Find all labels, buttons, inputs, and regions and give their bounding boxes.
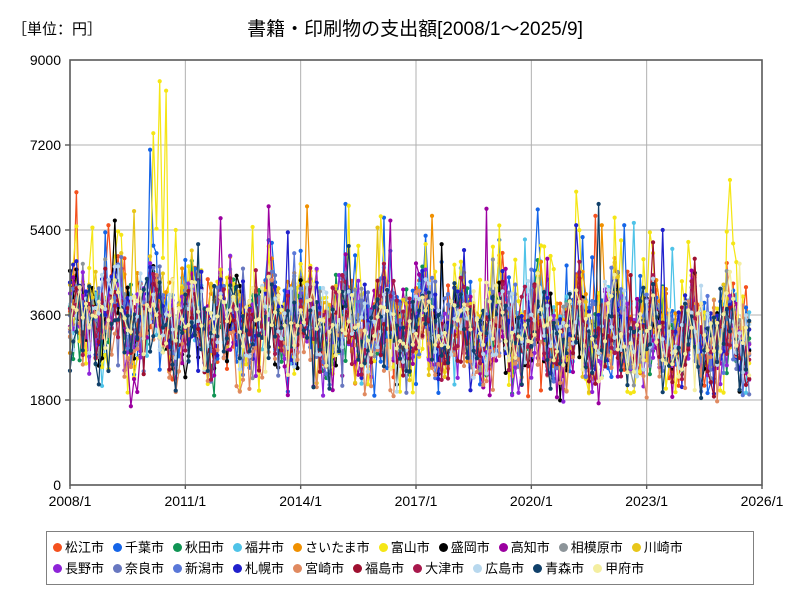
legend-marker-icon <box>113 543 123 552</box>
legend-marker-icon <box>113 564 123 573</box>
x-tick-label: 2011/1 <box>164 493 206 509</box>
legend-item-広島市[interactable]: 広島市 <box>473 562 524 575</box>
y-tick-label: 3600 <box>30 307 61 323</box>
data-series-group <box>67 79 752 409</box>
legend-marker-icon <box>53 564 62 573</box>
legend-item-秋田市[interactable]: 秋田市 <box>173 541 224 554</box>
unit-label: ［単位：円］ <box>12 21 103 38</box>
x-tick-label: 2023/1 <box>625 493 668 509</box>
chart-title: 書籍・印刷物の支出額[2008/1〜2025/9] <box>247 19 583 40</box>
legend-item-奈良市[interactable]: 奈良市 <box>113 562 164 575</box>
legend-item-青森市[interactable]: 青森市 <box>533 562 584 575</box>
legend-marker-icon <box>498 543 508 552</box>
legend-label: 甲府市 <box>605 561 645 576</box>
legend-label: 広島市 <box>485 561 525 576</box>
legend-label: 秋田市 <box>185 540 225 555</box>
legend-item-盛岡市[interactable]: 盛岡市 <box>438 540 490 555</box>
series-甲府市 <box>67 261 752 393</box>
y-tick-label: 0 <box>53 477 61 493</box>
legend-marker-icon <box>631 543 641 552</box>
legend-label: 長野市 <box>65 561 105 576</box>
legend-marker-icon <box>173 564 183 573</box>
legend-item-高知市[interactable]: 高知市 <box>498 540 550 555</box>
legend-marker-icon <box>233 543 243 552</box>
x-tick-label: 2008/1 <box>49 493 92 509</box>
legend-item-大津市[interactable]: 大津市 <box>413 562 464 575</box>
legend-label: さいたま市 <box>305 540 370 555</box>
legend-marker-icon <box>293 543 303 552</box>
legend-marker-icon <box>438 543 448 552</box>
legend-marker-icon <box>353 564 363 573</box>
chart-legend: 松江市 千葉市 秋田市 福井市 さいたま市 富山市 盛岡市 高知市 相模原市 川崎市長野市 奈良市 新… <box>46 531 754 585</box>
legend-label: 松江市 <box>65 540 105 555</box>
x-tick-label: 2026/1 <box>741 493 784 509</box>
legend-item-福井市[interactable]: 福井市 <box>233 541 284 554</box>
legend-label: 千葉市 <box>125 540 165 555</box>
legend-item-長野市[interactable]: 長野市 <box>53 562 104 575</box>
legend-item-新潟市[interactable]: 新潟市 <box>173 562 224 575</box>
y-axis: 0 1800 3600 5400 7200 9000 <box>30 52 70 493</box>
y-tick-label: 5400 <box>30 222 61 238</box>
legend-item-宮崎市[interactable]: 宮崎市 <box>293 562 344 575</box>
legend-label: 新潟市 <box>185 561 225 576</box>
legend-label: 福井市 <box>245 540 285 555</box>
legend-item-千葉市[interactable]: 千葉市 <box>113 541 164 554</box>
legend-label: 相模原市 <box>570 540 623 555</box>
legend-marker-icon <box>53 543 62 552</box>
legend-label: 盛岡市 <box>450 540 490 555</box>
legend-marker-icon <box>378 543 388 552</box>
legend-row: 長野市 奈良市 新潟市 札幌市 宮崎市 福島市 大津市 広島市 青森市 甲府市 <box>53 558 747 579</box>
legend-label: 川崎市 <box>643 540 683 555</box>
legend-row: 松江市 千葉市 秋田市 福井市 さいたま市 富山市 盛岡市 高知市 相模原市 川崎市 <box>53 537 747 558</box>
legend-item-さいたま市[interactable]: さいたま市 <box>293 541 370 554</box>
legend-item-札幌市[interactable]: 札幌市 <box>233 562 284 575</box>
legend-label: 大津市 <box>425 561 465 576</box>
legend-marker-icon <box>413 564 423 573</box>
x-tick-label: 2017/1 <box>395 493 438 509</box>
legend-item-相模原市[interactable]: 相模原市 <box>558 540 623 555</box>
y-tick-label: 1800 <box>30 392 61 408</box>
legend-item-松江市[interactable]: 松江市 <box>53 541 104 554</box>
legend-item-富山市[interactable]: 富山市 <box>378 540 430 555</box>
legend-item-福島市[interactable]: 福島市 <box>353 562 404 575</box>
legend-marker-icon <box>593 564 603 573</box>
x-axis: 2008/1 2011/1 2014/1 2017/1 2020/1 2023/1 2026… <box>49 485 784 509</box>
legend-label: 奈良市 <box>125 561 165 576</box>
plot-area: 0 1800 3600 5400 7200 9000 2008/1 2011/1 2014/1 2… <box>30 52 784 509</box>
legend-item-甲府市[interactable]: 甲府市 <box>593 562 644 575</box>
legend-marker-icon <box>233 564 243 573</box>
legend-label: 宮崎市 <box>305 561 345 576</box>
legend-item-川崎市[interactable]: 川崎市 <box>631 540 683 555</box>
legend-label: 福島市 <box>365 561 405 576</box>
x-tick-label: 2014/1 <box>279 493 322 509</box>
legend-marker-icon <box>473 564 483 573</box>
y-tick-label: 7200 <box>30 137 61 153</box>
legend-marker-icon <box>533 564 543 573</box>
legend-label: 青森市 <box>545 561 585 576</box>
legend-label: 富山市 <box>390 540 430 555</box>
y-tick-label: 9000 <box>30 52 61 68</box>
legend-marker-icon <box>558 543 568 552</box>
legend-marker-icon <box>173 543 183 552</box>
x-tick-label: 2020/1 <box>510 493 553 509</box>
legend-label: 高知市 <box>510 540 550 555</box>
legend-label: 札幌市 <box>245 561 285 576</box>
legend-marker-icon <box>293 564 303 573</box>
